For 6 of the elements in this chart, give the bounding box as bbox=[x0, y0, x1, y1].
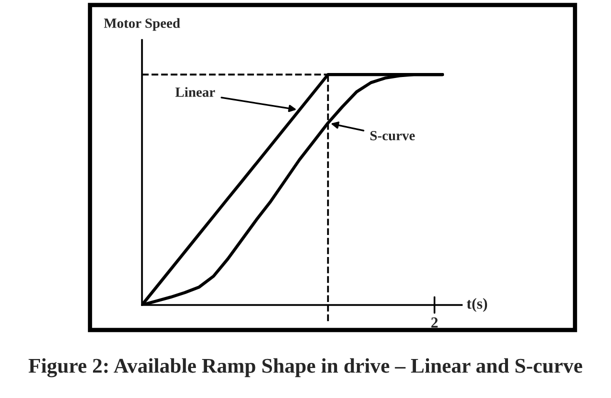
caption: Figure 2: Available Ramp Shape in drive – Linear and S-curve bbox=[28, 358, 582, 378]
annotation: Linear bbox=[175, 87, 215, 97]
text: 2 bbox=[431, 317, 438, 328]
x-axis-title: t(s) bbox=[466, 298, 488, 312]
annotation: S-curve bbox=[370, 130, 415, 140]
y-axis-title: Motor Speed bbox=[104, 18, 180, 31]
